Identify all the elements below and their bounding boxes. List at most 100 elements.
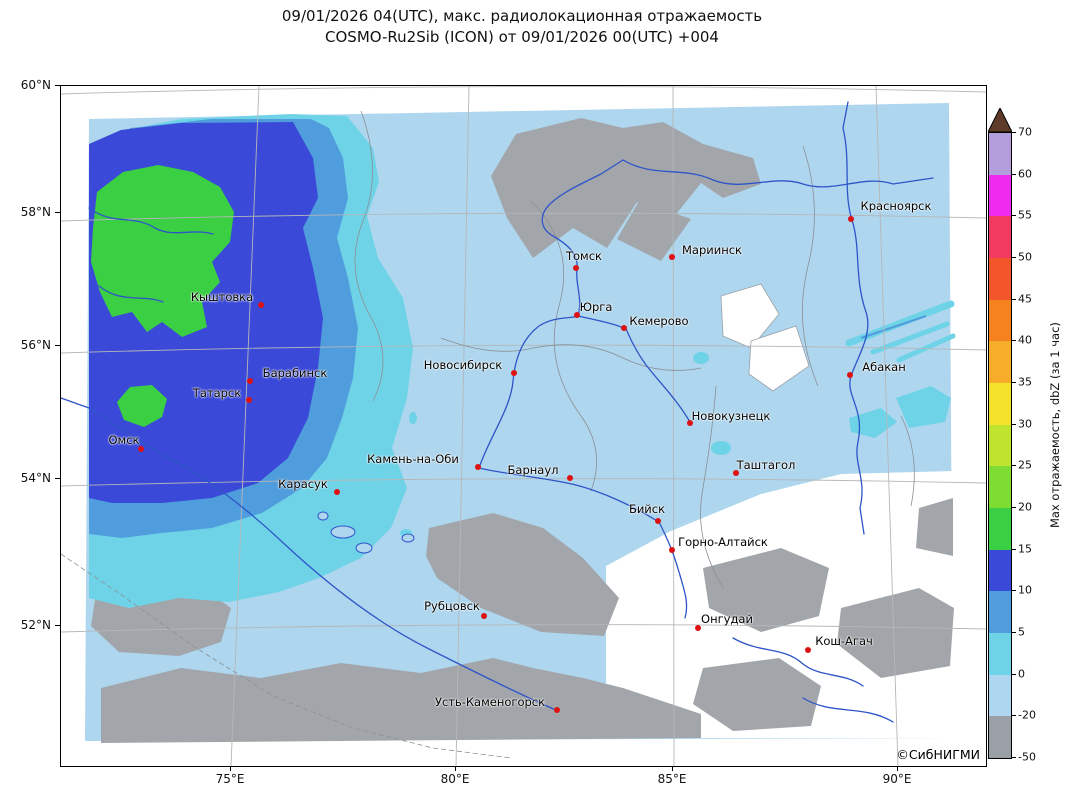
lake: [317, 511, 329, 521]
colorbar-tick-mark: [1012, 757, 1016, 758]
lat-tick-label: 60°N: [20, 78, 51, 92]
cyan-region: [391, 361, 401, 375]
lake: [355, 542, 373, 554]
colorbar-tick-label: -20: [1018, 708, 1036, 722]
colorbar-tick-label: 40: [1018, 333, 1032, 347]
border-line: [354, 110, 384, 402]
colorbar-tick-label: 10: [1018, 583, 1032, 597]
colorbar-tick-mark: [1012, 382, 1016, 383]
cyan-streak: [896, 333, 956, 363]
lon-tick-label: 80°E: [440, 772, 470, 786]
green-region: [91, 165, 234, 337]
colorbar-segment: [989, 133, 1011, 175]
colorbar-tick-mark: [1012, 507, 1016, 508]
colorbar-overflow-cap: [988, 108, 1012, 132]
colorbar-segment: [989, 174, 1011, 217]
parallel-line: [61, 478, 986, 487]
colorbar-segment: [989, 507, 1011, 550]
colorbar: [988, 132, 1012, 759]
lon-tick-label: 85°E: [657, 772, 687, 786]
gray-low-reflectivity-regions: [91, 118, 954, 743]
gray-region: [703, 548, 829, 632]
white-region: [720, 283, 780, 349]
colorbar-tick-label: 5: [1018, 625, 1025, 639]
cyan-region: [849, 408, 897, 438]
colorbar-tick-mark: [1012, 715, 1016, 717]
border-line: [440, 337, 702, 371]
colorbar-segment: [989, 382, 1011, 425]
meridian-line: [230, 86, 260, 766]
border-line: [61, 553, 512, 759]
border-line: [530, 200, 597, 492]
meridian-line: [875, 86, 899, 766]
colorbar-tick-label: 0: [1018, 667, 1025, 681]
gray-region: [101, 658, 701, 743]
colorbar-tick-mark: [1012, 173, 1016, 175]
colorbar-tick-label: 60: [1018, 167, 1032, 181]
river-small: [732, 637, 864, 687]
gray-region: [916, 498, 953, 556]
colorbar-tick-label: 55: [1018, 208, 1032, 222]
gray-region: [617, 201, 691, 261]
river-small: [88, 207, 214, 235]
colorbar-segment: [989, 216, 1011, 258]
river-ob: [478, 159, 624, 469]
lat-tick-label: 52°N: [20, 618, 51, 632]
colorbar-tick-mark: [1012, 215, 1016, 217]
lat-tick-label: 58°N: [20, 205, 51, 219]
colorbar-tick-label: 45: [1018, 292, 1032, 306]
map-plot-area: ©СибНИГМИ: [60, 85, 987, 767]
river-tom: [577, 315, 692, 425]
colorbar-tick-mark: [1012, 340, 1016, 342]
gray-region: [837, 588, 954, 678]
border-line: [700, 385, 724, 589]
lakes: [317, 511, 415, 554]
colorbar-segment: [989, 549, 1011, 592]
meridian-line: [455, 86, 470, 766]
green-15-20dbz-regions: [91, 165, 234, 427]
colorbar-segment: [989, 341, 1011, 383]
cyan-region: [711, 441, 731, 455]
lat-tick-label: 56°N: [20, 338, 51, 352]
cyan-streak: [870, 321, 950, 355]
credit-text: ©СибНИГМИ: [896, 747, 980, 762]
lat-tick-label: 54°N: [20, 471, 51, 485]
river-irtysh: [61, 397, 559, 712]
colorbar-segment: [989, 257, 1011, 300]
cyan-region: [409, 412, 417, 424]
colorbar-tick-mark: [1012, 465, 1016, 467]
colorbar-tick-label: 35: [1018, 375, 1032, 389]
cyan-region: [693, 352, 709, 364]
graticule-lines: [61, 86, 986, 766]
river-chulym: [622, 159, 934, 188]
colorbar-segment: [989, 591, 1011, 633]
colorbar-segment: [989, 299, 1011, 342]
lake: [330, 525, 356, 539]
colorbar-segment: [989, 716, 1011, 758]
reflectivity-map: [61, 86, 986, 766]
colorbar-tick-label: 15: [1018, 542, 1032, 556]
river-lines: [61, 101, 934, 723]
white-region: [748, 325, 810, 392]
colorbar-tick-mark: [1012, 423, 1016, 425]
admin-border-lines: [61, 110, 915, 759]
lake: [401, 533, 415, 543]
gray-region: [693, 658, 821, 731]
colorbar-axis-label: Max отражаемость, dbZ (за 1 час): [1048, 322, 1062, 528]
river-yenisei-north: [842, 101, 853, 221]
overflow-triangle-icon: [988, 108, 1012, 132]
colorbar-segment: [989, 466, 1011, 508]
river-ob-upper: [478, 467, 660, 523]
parallel-line: [61, 624, 986, 633]
river-small: [98, 285, 164, 303]
parallel-line: [61, 212, 986, 222]
green-region: [117, 385, 167, 427]
lon-tick-label: 90°E: [882, 772, 912, 786]
colorbar-tick-mark: [1012, 548, 1016, 550]
colorbar-tick-mark: [1012, 632, 1016, 633]
colorbar-tick-label: -50: [1018, 750, 1036, 764]
blue-streak: [860, 315, 927, 339]
colorbar-tick-label: 20: [1018, 500, 1032, 514]
gray-region: [491, 118, 761, 258]
gray-region: [426, 513, 619, 636]
